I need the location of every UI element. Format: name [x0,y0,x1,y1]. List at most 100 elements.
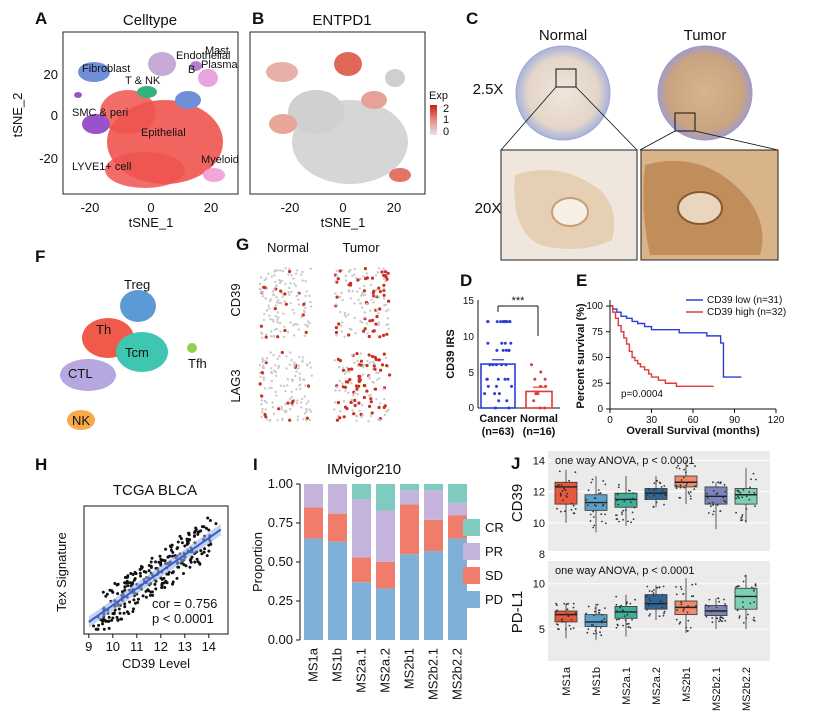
j-bottom-point [687,605,689,607]
g-cell-dot [335,295,339,299]
g-cell-dot [378,402,382,405]
j-bottom-point [567,602,569,605]
g-cell-dot [298,384,301,387]
g-cell-dot [334,389,337,392]
g-cell-dot [368,404,372,408]
j-top-point [558,470,561,473]
g-cell-dot [361,321,364,324]
j-bottom-point [724,619,727,622]
i-legend-label-sd: SD [485,568,503,583]
panel-c: C Normal Tumor 2.5X 20X [466,9,779,261]
j-bottom-point [716,617,719,620]
c-zoom-line-4 [694,130,779,151]
g-cell-dot [387,308,390,311]
i-bar-MS1a-PD [304,538,323,640]
j-top-point [723,483,726,486]
h-point [116,582,120,586]
j-bottom-point [749,602,752,605]
cluster-endothelial [148,52,176,76]
g-cell-dot [341,321,344,324]
cluster-fibroblast [78,62,110,82]
j-bottom-point [570,618,573,621]
j-bottom-point [616,610,619,612]
h-point [136,597,140,601]
j-top-point [660,486,663,488]
g-cell-dot [386,271,390,275]
g-cell-dot [275,394,278,397]
g-cell-dot [339,410,342,413]
g-cell-dot [383,270,388,274]
g-cell-dot [271,406,275,409]
j-top-point [686,482,688,485]
g-cell-dot [347,333,351,337]
j-bottom-point [718,600,720,603]
j-bottom-point [592,632,595,635]
j-top-point [646,494,649,497]
g-cell-dot [297,367,300,370]
g-cell-dot [378,377,381,380]
j-top-point [687,491,690,493]
j-top-point [723,499,726,502]
d-point-normal [536,392,540,396]
g-cell-dot [377,321,381,324]
j-bottom-point [620,604,622,607]
j-bottom-point [624,619,627,622]
j-top-point [686,465,689,467]
j-bottom-point [675,586,677,588]
j-top-point [617,503,620,506]
g-cell-dot [345,370,348,373]
h-point [113,582,117,585]
h-point [183,544,187,548]
g-cell-dot [298,356,301,359]
g-cell-dot [361,365,365,369]
g-cell-dot [335,303,338,306]
h-point [182,563,186,566]
g-cell-dot [310,374,313,377]
g-cell-dot [360,415,363,418]
e-xlabel: Overall Survival (months) [626,425,760,437]
label-plasma: Plasma [201,59,239,71]
j-top-point [632,492,635,494]
c-tumor-vessel [677,191,723,225]
i-legend: CR PR SD PD [463,519,504,608]
j-top-ytick-label: 14 [533,455,545,467]
e-legend-low: CD39 low (n=31) [707,295,782,306]
g-cell-dot [309,366,312,369]
d-point-cancer [486,384,490,388]
g-cell-dot [297,328,301,331]
i-bar-MS2a.2-PR [376,510,395,562]
j-bottom-box-MS2b2.2 [734,587,758,610]
h-point [131,610,135,613]
g-cell-dot [371,380,374,384]
g-cell-dot [347,370,351,374]
g-cell-dot [382,405,386,410]
g-cell-dot [291,404,294,407]
g-cell-dot [377,405,381,410]
j-top-point [661,489,664,492]
g-cell-dot [283,325,286,328]
j-bottom-point [738,617,741,619]
j-bottom-point [686,630,689,632]
h-point [207,549,211,553]
d-point-cancer [495,384,498,388]
g-cell-dot [362,275,365,278]
j-bottom-point [594,607,597,609]
j-bottom-point [687,619,690,622]
b-myeloid-expr [389,168,411,182]
g-cell-dot [370,298,373,301]
d-n-cancer: (n=63) [482,426,515,438]
g-cell-dot [301,360,304,363]
j-top-point [604,522,607,525]
h-point [140,566,144,570]
j-top-point [724,490,727,493]
panel-a-clusters [74,52,225,188]
j-bottom-point [754,584,757,587]
h-point [209,542,213,546]
j-top-point [602,480,605,482]
g-cell-dot [258,371,262,375]
g-cell-dot [269,298,272,301]
j-bottom-point [593,614,595,617]
g-cell-dot [357,401,361,405]
j-top-point [717,481,720,484]
j-top-point [706,492,708,495]
